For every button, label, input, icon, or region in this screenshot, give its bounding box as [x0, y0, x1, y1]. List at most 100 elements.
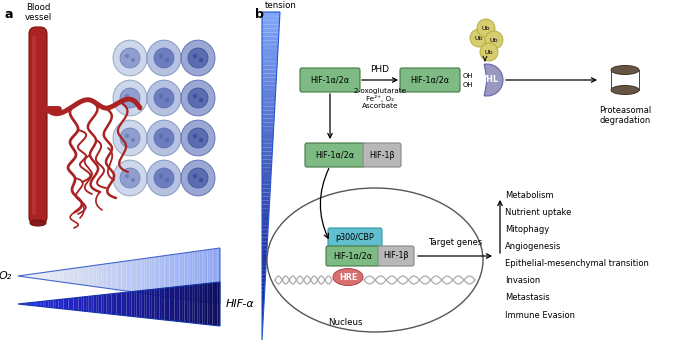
Ellipse shape: [113, 160, 147, 196]
Polygon shape: [262, 98, 275, 102]
Polygon shape: [262, 241, 267, 246]
Polygon shape: [208, 250, 210, 303]
Ellipse shape: [333, 269, 363, 285]
Polygon shape: [97, 265, 99, 287]
Polygon shape: [262, 278, 265, 283]
Ellipse shape: [188, 88, 208, 108]
Text: HIF-1β: HIF-1β: [383, 251, 409, 260]
Polygon shape: [169, 254, 172, 297]
Circle shape: [159, 94, 163, 98]
Polygon shape: [152, 257, 154, 295]
Polygon shape: [114, 293, 116, 315]
Wedge shape: [484, 64, 503, 96]
Polygon shape: [79, 267, 81, 285]
Ellipse shape: [611, 65, 639, 75]
Polygon shape: [106, 294, 109, 314]
Polygon shape: [210, 283, 212, 325]
Polygon shape: [262, 299, 264, 303]
Ellipse shape: [181, 80, 215, 116]
Polygon shape: [262, 111, 275, 114]
FancyBboxPatch shape: [328, 228, 382, 248]
Polygon shape: [262, 246, 267, 250]
Polygon shape: [262, 221, 269, 225]
Ellipse shape: [113, 80, 147, 116]
Polygon shape: [177, 253, 179, 298]
Circle shape: [480, 43, 498, 61]
Polygon shape: [262, 205, 269, 209]
Text: HIF-α: HIF-α: [226, 299, 255, 309]
Polygon shape: [179, 253, 182, 299]
Polygon shape: [76, 268, 79, 284]
Ellipse shape: [154, 48, 174, 68]
Polygon shape: [76, 297, 79, 310]
Polygon shape: [215, 249, 217, 304]
Polygon shape: [124, 292, 127, 316]
Circle shape: [159, 134, 163, 138]
Polygon shape: [262, 287, 265, 291]
Polygon shape: [262, 61, 277, 65]
Polygon shape: [262, 209, 269, 213]
Polygon shape: [134, 259, 137, 293]
Polygon shape: [46, 301, 49, 307]
Polygon shape: [121, 261, 124, 291]
Text: Nucleus: Nucleus: [327, 318, 362, 327]
Polygon shape: [187, 285, 190, 323]
Polygon shape: [177, 287, 179, 322]
Circle shape: [192, 54, 197, 58]
Polygon shape: [262, 74, 277, 77]
Polygon shape: [262, 12, 280, 16]
Polygon shape: [262, 69, 277, 74]
Polygon shape: [91, 265, 94, 287]
Polygon shape: [88, 296, 91, 312]
Polygon shape: [79, 297, 81, 311]
FancyBboxPatch shape: [363, 143, 401, 167]
Polygon shape: [101, 264, 104, 288]
Polygon shape: [262, 270, 266, 275]
Polygon shape: [46, 272, 49, 280]
Circle shape: [199, 138, 203, 142]
Ellipse shape: [113, 120, 147, 156]
Polygon shape: [262, 233, 268, 238]
Polygon shape: [109, 263, 112, 289]
Polygon shape: [195, 284, 197, 323]
Polygon shape: [145, 258, 147, 294]
Polygon shape: [262, 94, 275, 98]
Circle shape: [165, 98, 169, 102]
Polygon shape: [109, 294, 112, 314]
Polygon shape: [97, 295, 99, 313]
Polygon shape: [262, 37, 279, 41]
Text: Oxygen
tension: Oxygen tension: [265, 0, 299, 10]
Polygon shape: [53, 271, 56, 281]
Polygon shape: [23, 275, 25, 277]
Polygon shape: [58, 270, 61, 282]
Text: HIF-1α/2α: HIF-1α/2α: [334, 251, 373, 260]
Polygon shape: [262, 143, 273, 147]
Polygon shape: [132, 260, 134, 292]
Polygon shape: [208, 283, 210, 325]
Polygon shape: [262, 291, 264, 295]
Circle shape: [470, 29, 488, 47]
Ellipse shape: [120, 168, 140, 188]
Text: Invasion: Invasion: [505, 276, 540, 285]
Polygon shape: [262, 53, 277, 57]
Polygon shape: [262, 135, 273, 139]
FancyBboxPatch shape: [305, 143, 365, 167]
Polygon shape: [262, 119, 274, 123]
Polygon shape: [262, 201, 270, 205]
Polygon shape: [262, 41, 278, 45]
Polygon shape: [38, 302, 40, 307]
Polygon shape: [99, 264, 101, 288]
Polygon shape: [262, 188, 271, 193]
Polygon shape: [53, 300, 56, 308]
Polygon shape: [49, 300, 51, 308]
Polygon shape: [192, 285, 195, 323]
Polygon shape: [262, 254, 266, 258]
Polygon shape: [262, 86, 276, 90]
FancyBboxPatch shape: [400, 68, 460, 92]
Polygon shape: [197, 284, 200, 324]
Polygon shape: [162, 288, 164, 320]
Polygon shape: [172, 287, 175, 321]
Polygon shape: [262, 283, 265, 287]
Text: Ub: Ub: [482, 25, 490, 31]
Polygon shape: [33, 274, 36, 278]
